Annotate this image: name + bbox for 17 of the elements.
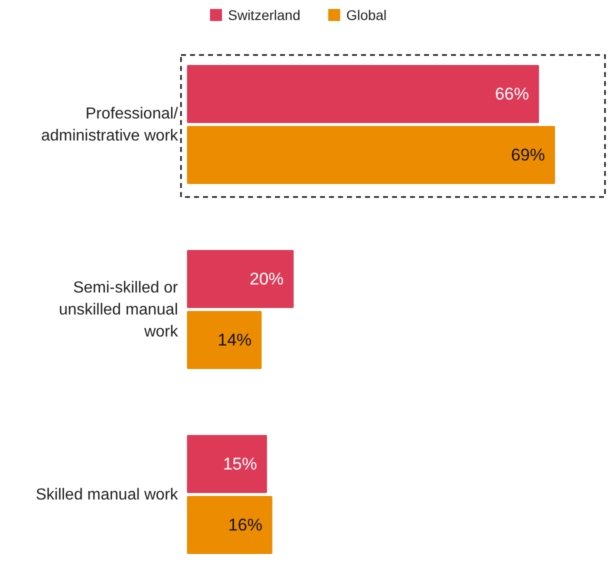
bar [187, 65, 539, 123]
data-label: 16% [228, 516, 262, 534]
data-label: 66% [494, 84, 529, 104]
bar [187, 250, 294, 308]
bar [187, 126, 555, 184]
data-label: 69% [510, 146, 545, 164]
bar [187, 435, 267, 493]
y-tick-label: Skilled manual work [36, 486, 179, 503]
y-tick-label: Professional/ administrative work [41, 105, 179, 144]
legend-label: Switzerland [228, 7, 300, 23]
y-tick-label: Semi-skilled or unskilled manual work [58, 279, 179, 340]
data-label: 15% [222, 454, 257, 474]
data-label: 14% [218, 330, 252, 350]
legend-label: Global [346, 7, 387, 23]
bar [187, 311, 262, 369]
bar [187, 496, 272, 554]
data-label: 20% [250, 270, 284, 288]
